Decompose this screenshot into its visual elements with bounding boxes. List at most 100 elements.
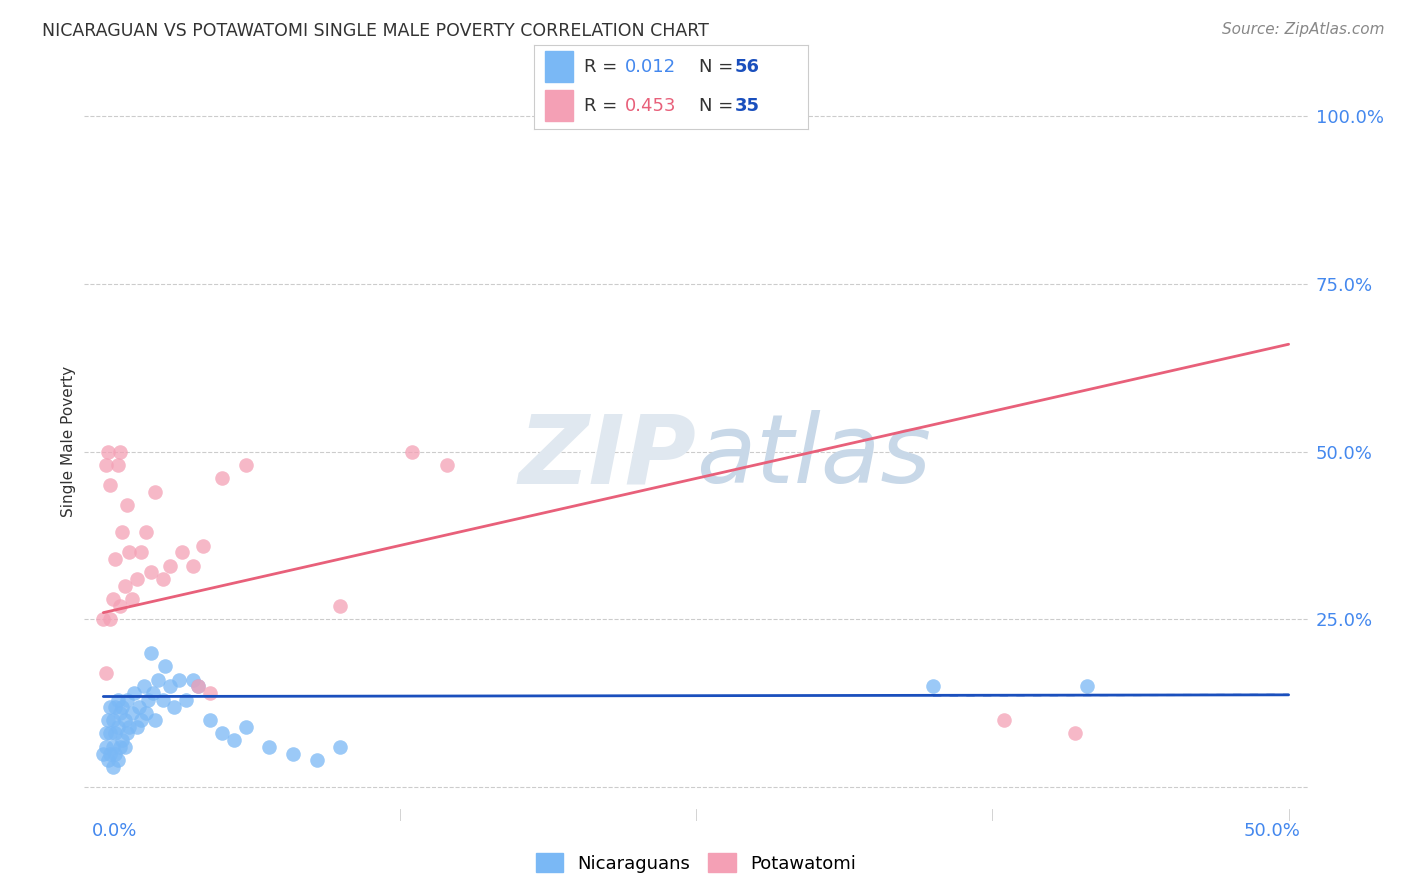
Point (163, 699, 186, 714)
Point (107, 458, 129, 472)
Point (100, 726, 122, 740)
Point (101, 713, 124, 727)
Point (128, 699, 150, 714)
Text: 0.012: 0.012 (624, 58, 676, 76)
Point (922, 680, 945, 694)
Text: 50.0%: 50.0% (1243, 822, 1301, 840)
Point (121, 592, 143, 607)
Point (91, 612, 114, 626)
Point (94, 739, 117, 754)
Point (198, 713, 221, 727)
Point (121, 706, 143, 721)
Point (108, 444, 131, 458)
Point (108, 739, 131, 754)
Point (114, 579, 136, 593)
Text: ZIP: ZIP (517, 410, 696, 503)
Point (183, 558, 205, 573)
Point (101, 739, 124, 754)
Point (100, 747, 122, 761)
Point (436, 458, 458, 472)
Point (129, 713, 152, 727)
Point (94, 726, 117, 740)
Text: atlas: atlas (696, 410, 931, 503)
Point (329, 739, 352, 754)
Legend: Nicaraguans, Potawatomi: Nicaraguans, Potawatomi (529, 846, 863, 880)
Point (114, 739, 136, 754)
Point (146, 673, 169, 687)
Point (142, 686, 165, 700)
Point (91, 747, 114, 761)
Point (107, 693, 129, 707)
Point (170, 545, 193, 559)
Point (115, 693, 138, 707)
Point (100, 612, 122, 626)
Point (115, 498, 138, 512)
Point (94, 666, 117, 681)
Point (129, 545, 152, 559)
Text: 0.453: 0.453 (624, 96, 676, 114)
Point (152, 693, 174, 707)
Point (993, 713, 1015, 727)
Point (222, 733, 245, 747)
Point (101, 760, 124, 774)
Point (104, 747, 127, 761)
Point (118, 720, 141, 734)
Point (159, 680, 181, 694)
Point (111, 733, 134, 747)
Point (305, 753, 328, 767)
Bar (546, 52, 572, 82)
Point (401, 444, 423, 458)
Point (281, 747, 304, 761)
Y-axis label: Single Male Poverty: Single Male Poverty (60, 366, 76, 517)
Point (135, 525, 157, 540)
Point (138, 693, 160, 707)
Point (97, 753, 120, 767)
Point (152, 572, 174, 586)
Point (187, 680, 209, 694)
Point (145, 484, 167, 499)
Point (107, 720, 129, 734)
Point (111, 525, 134, 540)
Point (139, 566, 162, 580)
Point (104, 726, 127, 740)
Text: NICARAGUAN VS POTAWATOMI SINGLE MALE POVERTY CORRELATION CHART: NICARAGUAN VS POTAWATOMI SINGLE MALE POV… (42, 22, 709, 40)
Text: 56: 56 (734, 58, 759, 76)
Point (125, 720, 148, 734)
Point (145, 713, 167, 727)
Point (97, 713, 120, 727)
Text: 0.0%: 0.0% (91, 822, 136, 840)
Point (135, 706, 157, 721)
Point (187, 680, 209, 694)
Point (94, 458, 117, 472)
Point (100, 478, 122, 492)
Point (174, 693, 197, 707)
Point (104, 552, 127, 566)
Point (108, 706, 131, 721)
Point (159, 558, 181, 573)
Point (111, 699, 134, 714)
Text: N =: N = (699, 58, 738, 76)
Point (114, 713, 136, 727)
Point (235, 720, 257, 734)
Point (104, 699, 127, 714)
Point (1064, 726, 1087, 740)
Point (235, 458, 257, 472)
Point (125, 572, 148, 586)
Point (167, 673, 190, 687)
Point (329, 599, 352, 613)
Text: R =: R = (583, 96, 623, 114)
Point (101, 592, 124, 607)
Point (108, 599, 131, 613)
Text: Source: ZipAtlas.com: Source: ZipAtlas.com (1222, 22, 1385, 37)
Text: R =: R = (583, 58, 623, 76)
Text: N =: N = (699, 96, 738, 114)
Point (122, 686, 145, 700)
Point (115, 726, 138, 740)
Point (183, 673, 205, 687)
Point (153, 659, 176, 673)
Point (107, 753, 129, 767)
Point (198, 686, 221, 700)
Point (97, 444, 120, 458)
Bar (546, 90, 572, 120)
Point (139, 646, 162, 660)
